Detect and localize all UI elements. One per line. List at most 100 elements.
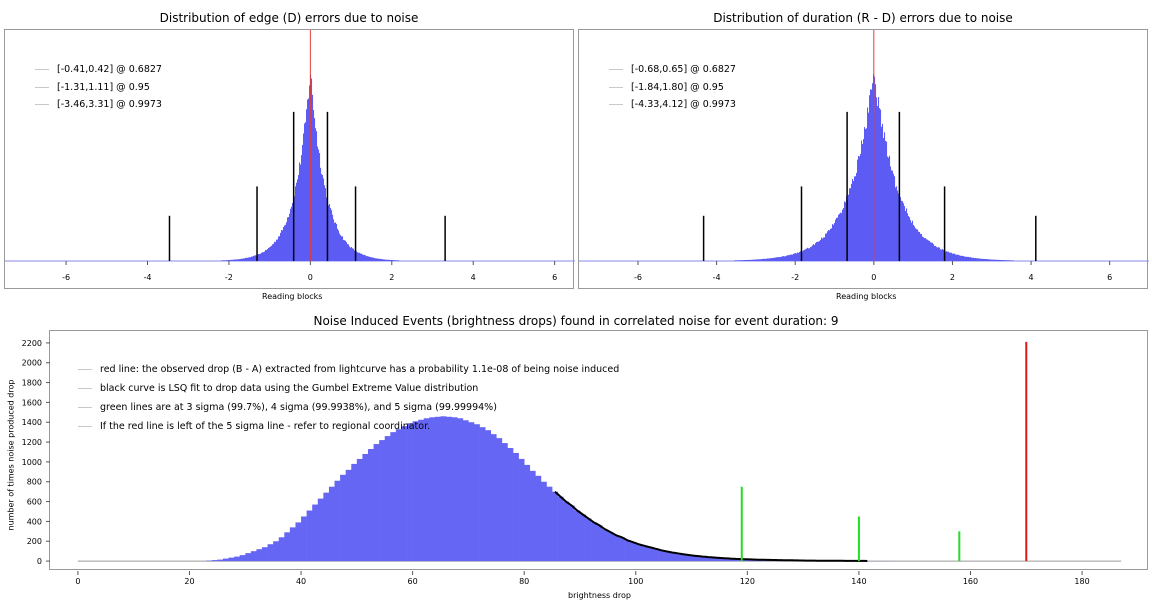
histogram-bar (740, 260, 742, 261)
histogram-bar (874, 76, 876, 261)
histogram-bar (641, 545, 648, 562)
histogram-bar (280, 232, 282, 261)
legend-entry-label: [-3.46,3.31] @ 0.9973 (57, 99, 162, 110)
histogram-bar (878, 97, 880, 261)
histogram-bar (356, 251, 358, 261)
histogram-bar (834, 222, 836, 261)
legend-entry: [-0.41,0.42] @ 0.6827 (35, 61, 162, 79)
histogram-bar (771, 258, 773, 261)
histogram-bar (273, 243, 275, 261)
y-tick-label: 1400 (22, 418, 42, 427)
histogram-bar (232, 259, 234, 261)
histogram-bar (831, 228, 833, 261)
histogram-bar (283, 227, 285, 261)
histogram-bar (518, 458, 525, 562)
histogram-bar (351, 247, 353, 261)
histogram-bar (870, 89, 872, 261)
histogram-bar (330, 207, 332, 261)
histogram-bar (918, 231, 920, 261)
histogram-bar (908, 216, 910, 261)
y-tick-label: 1000 (22, 458, 42, 467)
histogram-bar (713, 557, 720, 562)
histogram-bar (828, 230, 830, 261)
histogram-bar (881, 126, 883, 261)
histogram-bar (858, 155, 860, 261)
histogram-bar (933, 244, 935, 261)
histogram-bar (902, 201, 904, 261)
histogram-bar (826, 233, 828, 261)
histogram-bar (849, 188, 851, 261)
histogram-bar (892, 170, 894, 261)
histogram-bar (940, 249, 942, 261)
histogram-bar (848, 194, 850, 261)
histogram-bar (811, 246, 813, 261)
histogram-bar (231, 259, 233, 261)
histogram-bar (524, 464, 531, 562)
histogram-bar (930, 242, 932, 261)
histogram-bar (824, 237, 826, 261)
histogram-bar (785, 256, 787, 261)
histogram-bar (412, 421, 419, 562)
histogram-bar (996, 259, 998, 261)
histogram-bar (233, 259, 235, 261)
histogram-bar (942, 248, 944, 261)
histogram-bar (966, 256, 968, 261)
histogram-bar (793, 253, 795, 261)
histogram-bar (893, 173, 895, 261)
histogram-bar (853, 180, 855, 261)
histogram-bar (844, 201, 846, 261)
x-tick-label: 4 (471, 273, 476, 282)
histogram-bar (867, 107, 869, 261)
histogram-bar (222, 558, 229, 562)
y-tick-label: 0 (37, 557, 42, 566)
histogram-bar (245, 257, 247, 261)
histogram-bar (748, 259, 750, 261)
histogram-bar (350, 247, 352, 261)
histogram-bar (909, 217, 911, 261)
histogram-bar (513, 452, 519, 562)
histogram-bar (886, 141, 888, 261)
histogram-bar (932, 242, 934, 261)
histogram-bar (239, 259, 241, 261)
histogram-bar (935, 245, 937, 261)
histogram-bar (354, 250, 356, 261)
histogram-bar (949, 252, 951, 261)
histogram-bar (393, 260, 395, 261)
histogram-bar (300, 164, 302, 261)
histogram-bar (819, 240, 821, 261)
histogram-bar (266, 250, 268, 261)
x-tick-label: 160 (963, 577, 978, 586)
x-tick-label: 140 (851, 577, 866, 586)
histogram-bar (260, 253, 262, 261)
histogram-bar (333, 219, 335, 261)
histogram-bar (898, 193, 900, 261)
histogram-bar (271, 245, 273, 261)
histogram-bar (462, 420, 469, 562)
histogram-bar (312, 94, 314, 262)
histogram-bar (857, 159, 859, 261)
histogram-bar (745, 259, 747, 261)
histogram-bar (993, 259, 995, 261)
histogram-bar (376, 258, 378, 261)
histogram-bar (387, 259, 389, 261)
histogram-bar (841, 213, 843, 261)
histogram-bar (840, 212, 842, 261)
histogram-bar (237, 259, 239, 261)
histogram-bar (397, 260, 399, 261)
histogram-bar (960, 255, 962, 261)
histogram-bar (970, 257, 972, 261)
histogram-bar (285, 224, 287, 261)
histogram-bar (888, 157, 890, 261)
histogram-bar (248, 257, 250, 261)
histogram-bar (904, 206, 906, 261)
histogram-bar (247, 257, 249, 261)
x-axis-label: Reading blocks (262, 292, 323, 301)
histogram-bar (843, 208, 845, 261)
histogram-bar (708, 557, 715, 562)
histogram-bar (756, 259, 758, 261)
histogram-bar (809, 248, 811, 261)
histogram-bar (563, 501, 570, 562)
histogram-bar (311, 78, 313, 261)
y-tick-label: 2200 (22, 339, 42, 348)
histogram-bar (574, 510, 581, 562)
